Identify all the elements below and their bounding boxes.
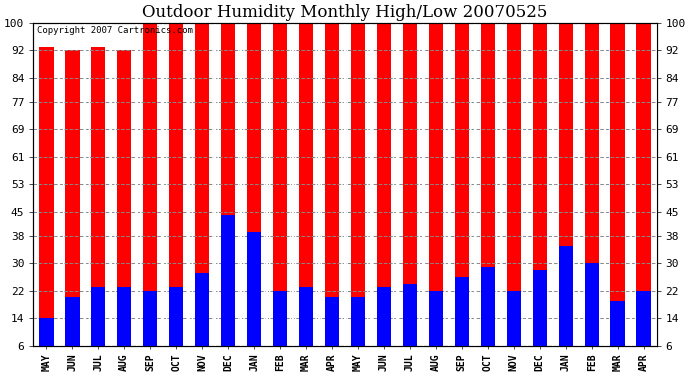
Bar bbox=[611, 23, 624, 346]
Bar bbox=[481, 23, 495, 346]
Bar bbox=[169, 287, 184, 346]
Bar bbox=[584, 263, 599, 346]
Bar bbox=[195, 273, 209, 346]
Bar bbox=[299, 287, 313, 346]
Bar bbox=[636, 291, 651, 346]
Bar bbox=[91, 287, 106, 346]
Bar bbox=[351, 297, 365, 346]
Bar bbox=[66, 50, 79, 346]
Text: Copyright 2007 Cartronics.com: Copyright 2007 Cartronics.com bbox=[37, 26, 193, 35]
Bar bbox=[299, 23, 313, 346]
Bar bbox=[533, 270, 547, 346]
Bar bbox=[558, 23, 573, 346]
Bar bbox=[506, 23, 521, 346]
Bar bbox=[428, 291, 443, 346]
Bar bbox=[247, 23, 262, 346]
Bar bbox=[325, 297, 339, 346]
Bar bbox=[506, 291, 521, 346]
Bar bbox=[611, 301, 624, 346]
Bar bbox=[195, 23, 209, 346]
Bar bbox=[221, 215, 235, 346]
Bar bbox=[325, 23, 339, 346]
Title: Outdoor Humidity Monthly High/Low 20070525: Outdoor Humidity Monthly High/Low 200705… bbox=[142, 4, 548, 21]
Bar bbox=[533, 23, 547, 346]
Bar bbox=[39, 318, 54, 346]
Bar bbox=[481, 267, 495, 346]
Bar bbox=[169, 23, 184, 346]
Bar bbox=[428, 23, 443, 346]
Bar bbox=[403, 23, 417, 346]
Bar bbox=[247, 232, 262, 346]
Bar bbox=[39, 47, 54, 346]
Bar bbox=[558, 246, 573, 346]
Bar bbox=[455, 277, 469, 346]
Bar bbox=[117, 287, 132, 346]
Bar bbox=[377, 23, 391, 346]
Bar bbox=[143, 291, 157, 346]
Bar bbox=[377, 287, 391, 346]
Bar bbox=[403, 284, 417, 346]
Bar bbox=[221, 23, 235, 346]
Bar bbox=[66, 297, 79, 346]
Bar bbox=[117, 50, 132, 346]
Bar bbox=[91, 47, 106, 346]
Bar bbox=[143, 23, 157, 346]
Bar bbox=[584, 23, 599, 346]
Bar bbox=[273, 291, 287, 346]
Bar bbox=[273, 23, 287, 346]
Bar bbox=[351, 23, 365, 346]
Bar bbox=[636, 23, 651, 346]
Bar bbox=[455, 23, 469, 346]
